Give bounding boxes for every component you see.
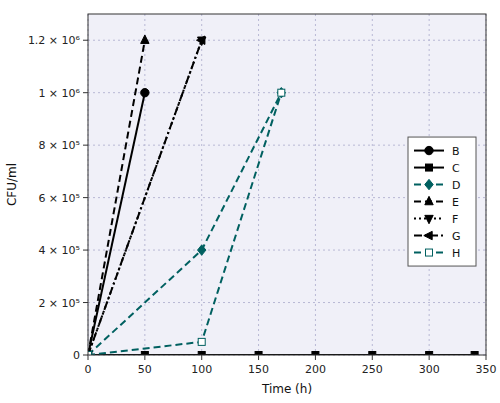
tick-label: 100 xyxy=(191,363,212,376)
legend-marker xyxy=(425,146,433,154)
tick xyxy=(83,302,88,303)
tick xyxy=(429,355,430,360)
legend-box xyxy=(408,137,476,266)
series xyxy=(88,35,149,355)
tick-label: 2 × 10⁵ xyxy=(38,297,80,310)
tick xyxy=(88,355,89,360)
tick xyxy=(201,355,202,360)
tick xyxy=(258,355,259,360)
legend-marker xyxy=(425,179,433,189)
tick-label: 8 × 10⁵ xyxy=(38,139,80,152)
series xyxy=(88,352,478,356)
legend-label: G xyxy=(452,230,461,243)
data-point xyxy=(141,352,148,356)
legend-marker xyxy=(424,231,432,239)
data-point xyxy=(198,338,205,345)
legend-label: F xyxy=(452,213,458,226)
data-point xyxy=(198,37,206,45)
grid-line xyxy=(88,302,486,303)
grid-line xyxy=(315,14,316,355)
data-point xyxy=(197,36,205,44)
data-point xyxy=(88,352,92,356)
data-point xyxy=(88,351,92,355)
data-point xyxy=(277,87,285,97)
data-point xyxy=(312,352,319,356)
tick xyxy=(83,145,88,146)
legend-label: H xyxy=(452,247,460,260)
series-line xyxy=(88,40,202,355)
tick xyxy=(315,355,316,360)
grid-line xyxy=(372,14,373,355)
tick xyxy=(83,92,88,93)
legend-marker xyxy=(426,249,433,256)
series xyxy=(88,87,286,355)
grid-line xyxy=(201,14,202,355)
tick-label: 200 xyxy=(305,363,326,376)
legend-marker xyxy=(425,196,433,204)
tick-label: 1 × 10⁶ xyxy=(38,87,80,100)
grid-line xyxy=(258,14,259,355)
plot-frame xyxy=(88,14,486,355)
data-point xyxy=(426,352,433,356)
legend-label: B xyxy=(452,145,460,158)
data-point xyxy=(141,88,149,96)
tick xyxy=(144,355,145,360)
y-axis-label: CFU/ml xyxy=(5,163,19,206)
data-point xyxy=(141,35,149,43)
legend-label: C xyxy=(452,162,460,175)
series-line xyxy=(88,40,202,355)
legend-label: E xyxy=(452,196,459,209)
tick-label: 250 xyxy=(362,363,383,376)
chart: 0 50 100 150 200 250 300 350 0 2 × 10⁵ 4 × 10⁵ 6 × … xyxy=(0,0,500,403)
series xyxy=(88,36,205,355)
tick xyxy=(83,40,88,41)
tick xyxy=(372,355,373,360)
data-point xyxy=(88,352,92,356)
series-line xyxy=(88,40,145,355)
data-point xyxy=(369,352,376,356)
tick-label: 1.2 × 10⁶ xyxy=(28,34,81,47)
tick-label: 350 xyxy=(476,363,497,376)
tick xyxy=(486,355,487,360)
series xyxy=(88,89,285,355)
tick-label: 0 xyxy=(73,349,80,362)
plot-area xyxy=(88,35,478,355)
tick-label: 150 xyxy=(248,363,269,376)
legend-label: D xyxy=(452,179,460,192)
tick-label: 0 xyxy=(85,363,92,376)
series-line xyxy=(88,93,281,355)
legend-marker xyxy=(426,164,433,171)
x-axis-label: Time (h) xyxy=(261,382,312,396)
plot-background xyxy=(88,14,486,355)
tick-label: 6 × 10⁵ xyxy=(38,192,80,205)
data-point xyxy=(278,89,285,96)
tick-label: 4 × 10⁵ xyxy=(38,244,80,257)
data-point xyxy=(471,352,478,356)
series xyxy=(88,37,206,355)
axes: 0 50 100 150 200 250 300 350 0 2 × 10⁵ 4 × 10⁵ 6 × … xyxy=(28,14,497,376)
tick xyxy=(83,197,88,198)
tick xyxy=(83,355,88,356)
tick-label: 300 xyxy=(419,363,440,376)
data-point xyxy=(198,245,206,255)
series xyxy=(88,88,149,355)
tick xyxy=(83,250,88,251)
series-line xyxy=(88,93,281,355)
data-point xyxy=(198,352,205,356)
legend: BCDEFGH xyxy=(408,137,476,266)
tick-label: 50 xyxy=(138,363,152,376)
grid-line xyxy=(144,14,145,355)
data-point xyxy=(255,352,262,356)
legend-marker xyxy=(425,215,433,223)
